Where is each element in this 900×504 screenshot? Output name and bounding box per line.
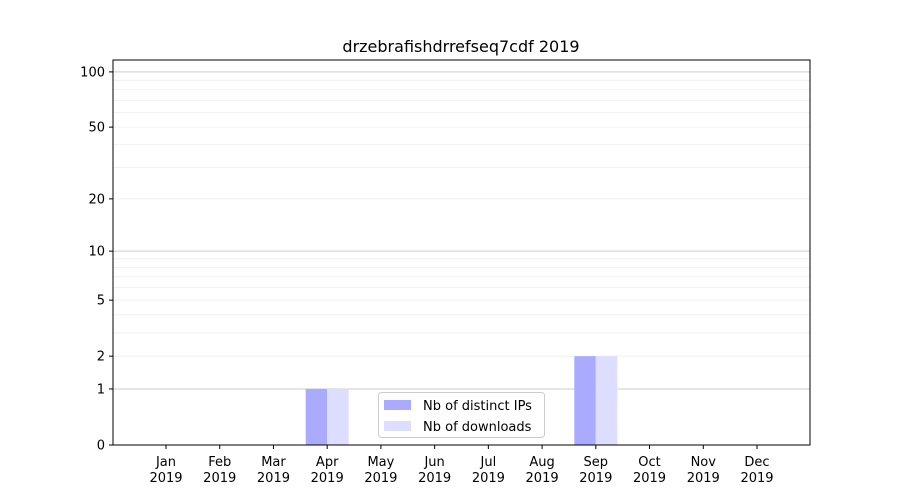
x-tick-label: 2019 bbox=[579, 471, 612, 486]
x-tick-label: 2019 bbox=[149, 471, 182, 486]
x-tick-label: 2019 bbox=[257, 471, 290, 486]
x-tick-label: Mar bbox=[261, 455, 286, 470]
y-tick-label: 50 bbox=[88, 121, 105, 136]
x-tick-label: Nov bbox=[691, 455, 717, 470]
legend-swatch bbox=[384, 421, 411, 431]
x-tick-label: Jul bbox=[480, 455, 497, 470]
bar-downloads bbox=[595, 356, 618, 445]
x-tick-label: 2019 bbox=[740, 471, 773, 486]
x-tick-label: Jan bbox=[155, 455, 176, 470]
y-tick-label: 0 bbox=[97, 439, 105, 454]
chart-title: drzebrafishdrrefseq7cdf 2019 bbox=[342, 37, 579, 56]
plot-frame bbox=[112, 59, 811, 446]
bar-distinct-ips bbox=[305, 388, 328, 445]
legend-label: Nb of distinct IPs bbox=[423, 399, 532, 414]
x-tick-label: Sep bbox=[584, 455, 609, 470]
x-tick-label: 2019 bbox=[418, 471, 451, 486]
x-tick-label: 2019 bbox=[526, 471, 559, 486]
bar-distinct-ips bbox=[574, 356, 596, 445]
x-tick-label: Feb bbox=[208, 455, 231, 470]
legend-swatch bbox=[384, 400, 411, 410]
y-tick-label: 20 bbox=[88, 192, 105, 207]
legend-box bbox=[378, 392, 545, 438]
legend-label: Nb of downloads bbox=[423, 420, 532, 435]
x-tick-label: Jun bbox=[423, 455, 444, 470]
x-tick-label: Apr bbox=[316, 455, 339, 470]
y-tick-label: 100 bbox=[80, 65, 105, 80]
x-tick-label: Aug bbox=[529, 455, 554, 470]
x-tick-label: 2019 bbox=[203, 471, 236, 486]
legend: Nb of distinct IPs Nb of downloads bbox=[378, 392, 545, 438]
x-tick-label: Dec bbox=[744, 455, 769, 470]
y-tick-label: 2 bbox=[97, 350, 105, 365]
bar-downloads bbox=[327, 388, 349, 445]
y-tick-label: 10 bbox=[88, 245, 105, 260]
x-tick-label: 2019 bbox=[311, 471, 344, 486]
x-tick-label: 2019 bbox=[633, 471, 666, 486]
x-tick-label: May bbox=[367, 455, 394, 470]
x-tick-label: 2019 bbox=[472, 471, 505, 486]
x-tick-label: Oct bbox=[638, 455, 660, 470]
x-tick-label: 2019 bbox=[687, 471, 720, 486]
x-tick-label: 2019 bbox=[364, 471, 397, 486]
y-tick-label: 1 bbox=[97, 382, 105, 397]
y-tick-label: 5 bbox=[97, 294, 105, 309]
